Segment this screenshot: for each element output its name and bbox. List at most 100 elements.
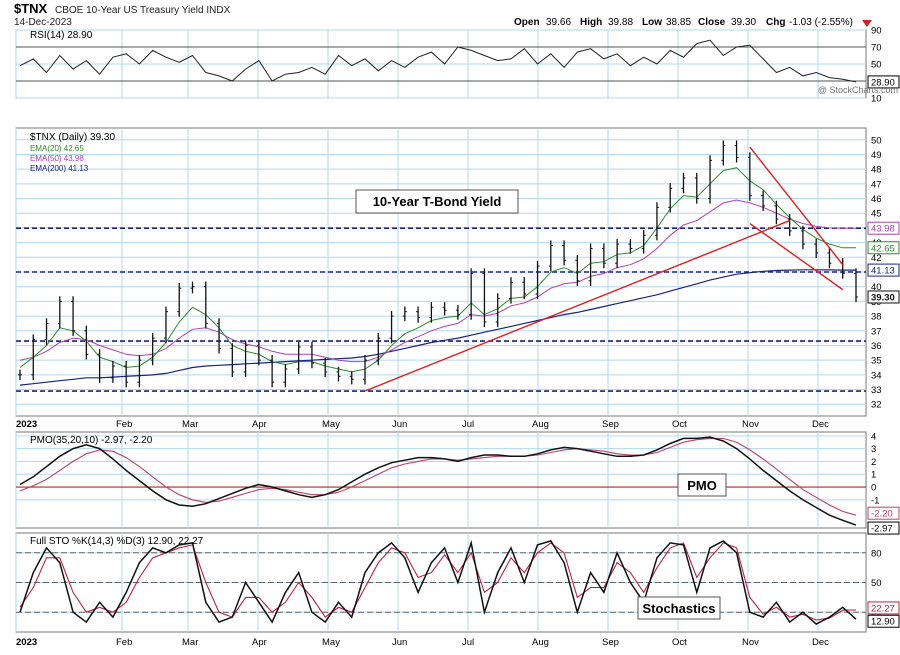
x-month-label: Dec <box>812 637 829 648</box>
y-tick-label: 33 <box>871 385 882 396</box>
y-tick-label: 49 <box>871 150 882 161</box>
y-tick-label: 1 <box>871 470 876 481</box>
y-tick-label: 0 <box>871 483 876 494</box>
ohlc-readout: Open 39.66 High 39.88 Low 38.85 Close 39… <box>514 17 853 28</box>
y-tick-label: 48 <box>871 165 882 176</box>
y-tick-label: 50 <box>871 60 882 71</box>
ema20-line <box>19 167 856 373</box>
x-month-label: Sep <box>602 419 619 430</box>
trend-line <box>749 146 844 266</box>
price-legend-main: $TNX (Daily) 39.30 <box>30 132 115 143</box>
x-month-label: Oct <box>672 637 687 648</box>
x-month-label: Apr <box>252 419 267 430</box>
low-label: Low <box>642 17 662 28</box>
x-month-label: 2023 <box>16 637 37 648</box>
down-arrow-icon <box>862 20 872 27</box>
close-label: Close <box>698 17 726 28</box>
x-month-label: Apr <box>252 637 267 648</box>
x-month-label: Dec <box>812 419 829 430</box>
x-month-label: Sep <box>602 637 619 648</box>
panel-frame <box>15 431 867 529</box>
value-tag <box>867 290 900 304</box>
sto-k-line <box>19 539 857 626</box>
chg-label: Chg <box>766 17 785 28</box>
close-value: 39.30 <box>731 17 756 28</box>
value-tag-text: 41.13 <box>871 266 895 277</box>
value-tag-text: -2.20 <box>871 509 893 520</box>
high-value: 39.88 <box>608 17 633 28</box>
x-month-label: Aug <box>532 637 549 648</box>
value-tag-text: 39.30 <box>871 292 895 303</box>
sto-annotation-text: Stochastics <box>643 601 716 616</box>
value-tag-text: 43.98 <box>871 224 895 235</box>
rsi-panel: 907050301028.90 <box>15 26 900 105</box>
price-panel: 5049484746454443424140393837363534333243… <box>15 127 900 430</box>
value-tag-text: 22.27 <box>871 603 895 614</box>
y-tick-label: 38 <box>871 312 882 323</box>
y-tick-label: 80 <box>871 548 882 559</box>
value-tag <box>867 75 900 89</box>
pmo-title: PMO(35,20,10) -2.97, -2.20 <box>30 435 153 446</box>
x-month-label: Nov <box>742 637 759 648</box>
value-tag <box>867 241 900 255</box>
y-tick-label: 47 <box>871 179 882 190</box>
open-value: 39.66 <box>546 17 571 28</box>
low-value: 38.85 <box>666 17 691 28</box>
value-tag-text: -2.97 <box>871 524 893 535</box>
x-month-label: Jul <box>462 419 474 430</box>
value-tag-text: 28.90 <box>871 77 895 88</box>
x-month-label: Mar <box>182 419 198 430</box>
x-month-label: Nov <box>742 419 759 430</box>
x-month-label: Jul <box>462 637 474 648</box>
value-tag <box>867 614 900 628</box>
x-month-label: Feb <box>116 637 132 648</box>
x-month-label: Feb <box>116 419 132 430</box>
y-tick-label: 70 <box>871 43 882 54</box>
y-tick-label: 50 <box>871 578 882 589</box>
y-tick-label: 45 <box>871 209 882 220</box>
ema50-line <box>19 199 856 363</box>
x-month-label: May <box>322 637 340 648</box>
price-annotation: 10-Year T-Bond Yield <box>355 189 519 214</box>
y-tick-label: 37 <box>871 326 882 337</box>
pmo-annotation-text: PMO <box>687 478 717 493</box>
ema20-legend: EMA(20) 42.65 <box>30 144 84 153</box>
value-tag-text: 12.90 <box>871 617 895 628</box>
value-tag-text: 42.65 <box>871 243 895 254</box>
sto-annotation: Stochastics <box>637 596 721 620</box>
pmo-panel: 4 3 2 1 0-1 -2.20 -2.97 <box>15 431 900 535</box>
symbol-label: $TNX <box>14 1 48 16</box>
watermark: @ StockCharts.com <box>818 85 898 95</box>
pmo-line <box>19 436 857 526</box>
x-month-label: Jun <box>392 637 407 648</box>
y-tick-label: 50 <box>871 135 882 146</box>
value-tag <box>867 263 900 277</box>
y-tick-label: 10 <box>871 94 882 105</box>
y-tick-label: 40 <box>871 282 882 293</box>
y-tick-label: 34 <box>871 370 882 381</box>
y-tick-label: 2 <box>871 457 876 468</box>
trend-line <box>749 222 844 291</box>
y-tick-label: -1 <box>871 495 879 506</box>
price-annotation-text: 10-Year T-Bond Yield <box>373 194 502 209</box>
open-label: Open <box>514 17 540 28</box>
symbol-name: CBOE 10-Year US Treasury Yield INDX <box>55 5 231 16</box>
value-tag <box>867 221 900 235</box>
rsi-title: RSI(14) 28.90 <box>30 30 93 41</box>
y-tick-label: 90 <box>871 26 882 37</box>
chg-value: -1.03 (-2.55%) <box>789 17 853 28</box>
y-tick-label: 32 <box>871 400 882 411</box>
x-month-label: May <box>322 419 340 430</box>
stochastics-panel: 80502022.2712.902023FebMarAprMayJunJulAu… <box>15 532 900 648</box>
x-month-label: Mar <box>182 637 198 648</box>
pmo-annotation: PMO <box>677 473 727 497</box>
ema50-legend: EMA(50) 43.98 <box>30 154 84 163</box>
y-tick-label: 42 <box>871 253 882 264</box>
y-tick-label: 36 <box>871 341 882 352</box>
ema200-line <box>19 269 856 386</box>
ema200-legend: EMA(200) 41.13 <box>30 164 89 173</box>
value-tag <box>867 601 900 615</box>
sto-title: Full STO %K(14,3) %D(3) 12.90, 22.27 <box>30 536 204 547</box>
